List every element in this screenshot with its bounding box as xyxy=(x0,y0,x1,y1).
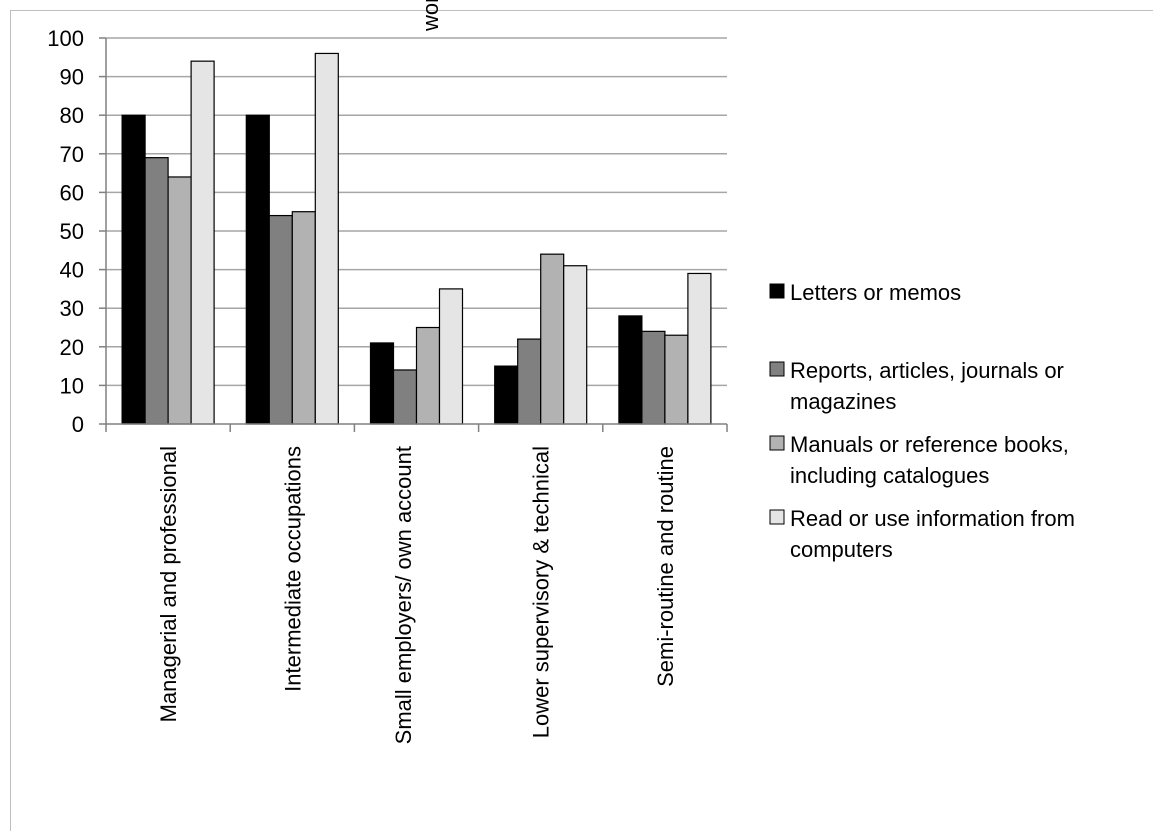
y-tick-label: 70 xyxy=(60,142,84,167)
y-tick-label: 100 xyxy=(47,26,84,51)
bar xyxy=(415,326,441,425)
bar xyxy=(563,265,588,425)
y-axis-tick-labels: 0 10 20 30 40 50 60 70 80 90 100 xyxy=(47,26,84,437)
legend-swatch xyxy=(769,361,785,377)
legend-label: including catalogues xyxy=(790,463,989,488)
bar xyxy=(245,114,270,425)
bar xyxy=(687,272,712,425)
bars xyxy=(121,52,712,425)
bar xyxy=(144,157,169,425)
bar xyxy=(190,60,215,425)
bar xyxy=(641,330,666,425)
legend-label: Manuals or reference books, xyxy=(790,432,1069,457)
bar xyxy=(291,211,316,425)
legend-label: Reports, articles, journals or xyxy=(790,358,1064,383)
bar xyxy=(369,342,395,425)
x-category-label: workers xyxy=(418,0,443,32)
x-axis-category-labels: Managerial and professional Intermediate … xyxy=(156,0,678,744)
y-tick-label: 0 xyxy=(72,412,84,437)
bar xyxy=(167,176,192,425)
x-category-label: Lower supervisory & technical xyxy=(529,446,554,738)
x-category-label: Intermediate occupations xyxy=(280,446,305,692)
y-tick-label: 30 xyxy=(60,296,84,321)
x-category-label: Small employers/ own account xyxy=(391,446,416,744)
bar xyxy=(268,214,293,425)
bar xyxy=(121,114,146,425)
bar xyxy=(540,253,565,425)
bar xyxy=(438,288,464,425)
legend-swatch xyxy=(769,435,785,451)
y-tick-label: 10 xyxy=(60,373,84,398)
bar xyxy=(392,369,418,425)
bar xyxy=(517,338,542,425)
legend-swatch xyxy=(769,509,785,525)
legend: Letters or memos Reports, articles, journ… xyxy=(769,280,1075,562)
legend-label: computers xyxy=(790,537,893,562)
y-tick-label: 40 xyxy=(60,258,84,283)
legend-label: Read or use information from xyxy=(790,506,1075,531)
legend-label: magazines xyxy=(790,389,896,414)
y-tick-label: 90 xyxy=(60,65,84,90)
x-category-label: Managerial and professional xyxy=(156,446,181,722)
y-tick-label: 60 xyxy=(60,180,84,205)
y-tick-label: 50 xyxy=(60,219,84,244)
bar xyxy=(618,315,643,425)
bar xyxy=(314,52,339,425)
bar xyxy=(664,334,689,425)
legend-label: Letters or memos xyxy=(790,280,961,305)
y-tick-label: 80 xyxy=(60,103,84,128)
legend-swatch xyxy=(769,283,785,299)
y-tick-label: 20 xyxy=(60,335,84,360)
x-category-label: Semi-routine and routine xyxy=(653,446,678,687)
bar xyxy=(494,365,519,425)
